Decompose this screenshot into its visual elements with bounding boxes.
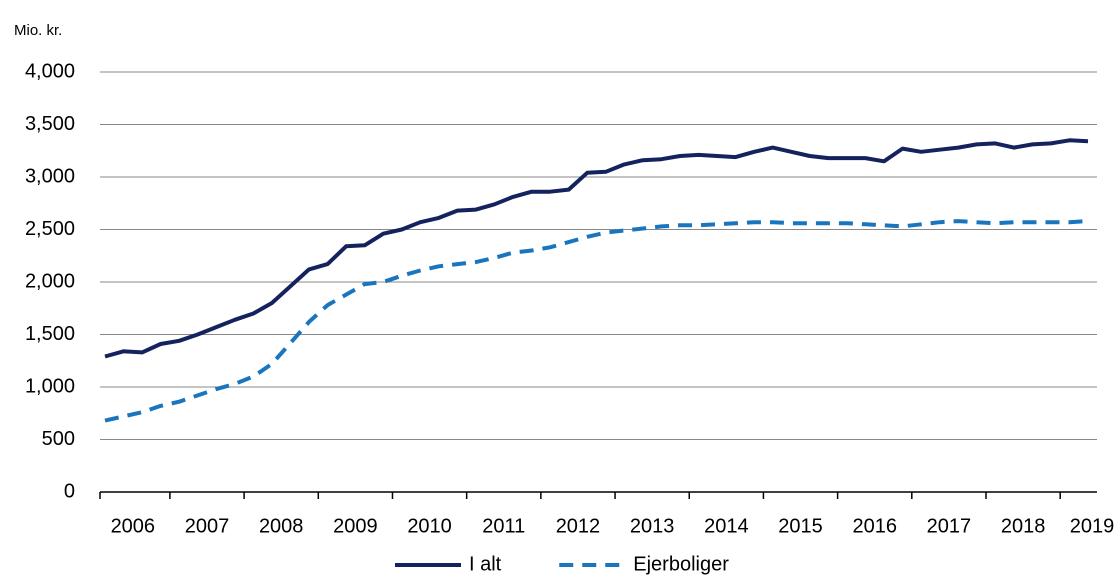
x-tick-label: 2014	[704, 515, 749, 537]
x-tick-label: 2011	[482, 515, 525, 537]
series-line	[104, 219, 1089, 423]
x-tick-label: 2008	[259, 515, 304, 537]
legend-label: I alt	[469, 553, 502, 575]
x-tick-label: 2012	[556, 515, 601, 537]
x-tick-label: 2019	[1070, 515, 1115, 537]
y-tick-label: 1,000	[25, 375, 75, 397]
y-axis-label: Mio. kr.	[14, 22, 62, 39]
x-tick-label: 2007	[185, 515, 230, 537]
x-tick-label: 2009	[333, 515, 378, 537]
y-tick-label: 500	[42, 428, 75, 450]
y-tick-label: 3,000	[25, 165, 75, 187]
x-tick-label: 2017	[927, 515, 972, 537]
y-tick-label: 3,500	[25, 113, 75, 135]
x-tick-label: 2018	[1001, 515, 1046, 537]
series-line	[104, 138, 1089, 359]
y-tick-label: 2,000	[25, 270, 75, 292]
y-tick-label: 0	[64, 480, 75, 502]
y-tick-label: 2,500	[25, 218, 75, 240]
y-tick-label: 1,500	[25, 323, 75, 345]
legend-label: Ejerboliger	[633, 553, 729, 575]
x-tick-label: 2013	[630, 515, 675, 537]
x-tick-label: 2006	[111, 515, 156, 537]
x-tick-label: 2016	[852, 515, 897, 537]
y-tick-label: 4,000	[25, 60, 75, 82]
x-tick-label: 2010	[407, 515, 452, 537]
x-tick-label: 2015	[778, 515, 823, 537]
